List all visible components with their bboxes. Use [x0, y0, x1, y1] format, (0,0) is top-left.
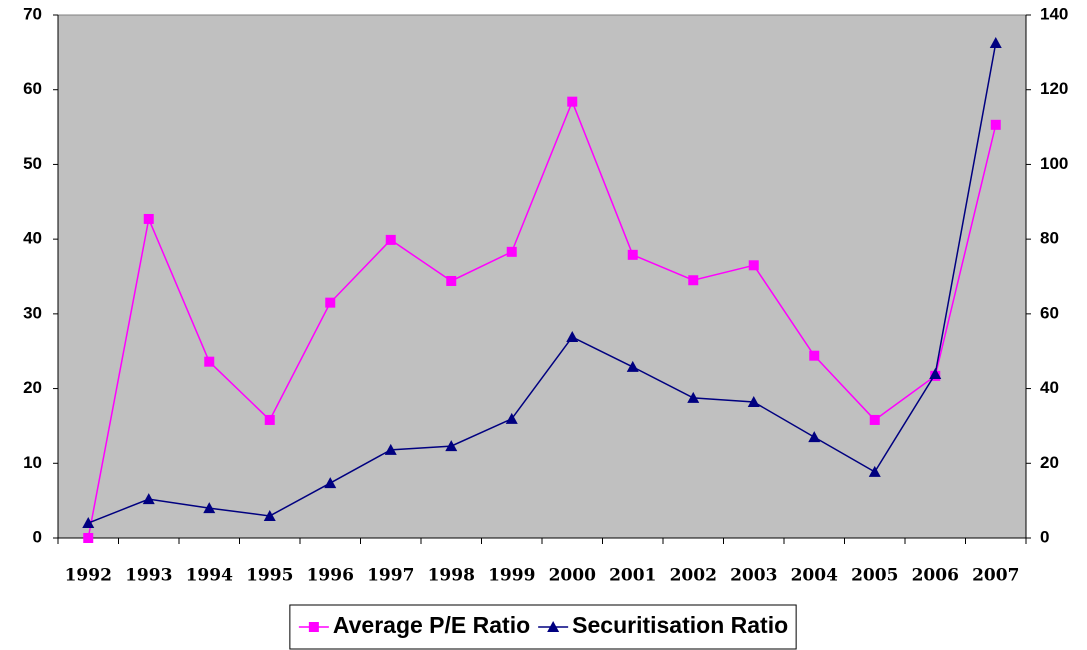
- legend-label: Securitisation Ratio: [572, 612, 788, 638]
- y2-tick-label: 0: [1040, 527, 1049, 546]
- plot-area: [57, 14, 1027, 539]
- point: [324, 477, 337, 489]
- x-tick-label: 2003: [730, 566, 777, 586]
- y2-tick-label: 40: [1040, 378, 1059, 397]
- point: [264, 414, 275, 425]
- x-tick-label: 2006: [912, 566, 959, 586]
- point: [445, 440, 458, 452]
- x-tick-label: 2001: [609, 566, 656, 586]
- y2-tick-label: 20: [1040, 453, 1059, 472]
- point: [384, 443, 397, 455]
- x-tick-label: 2005: [851, 566, 898, 586]
- point: [929, 368, 942, 380]
- point: [325, 297, 336, 308]
- point: [688, 275, 699, 286]
- point: [142, 493, 155, 505]
- point: [626, 360, 639, 372]
- point: [808, 431, 821, 443]
- point: [747, 396, 760, 408]
- point: [83, 533, 94, 543]
- legend-marker: [308, 622, 319, 632]
- point: [203, 502, 216, 514]
- point: [868, 465, 881, 477]
- x-tick-label: 1998: [428, 566, 475, 586]
- x-tick-label: 2000: [549, 566, 596, 586]
- point: [506, 246, 517, 257]
- point: [566, 331, 579, 343]
- point: [204, 356, 215, 367]
- point: [143, 213, 154, 224]
- y-tick-label: 30: [23, 303, 42, 322]
- point: [567, 96, 578, 107]
- x-tick-label: 2002: [670, 566, 717, 586]
- x-tick-label: 2004: [791, 566, 838, 586]
- point: [809, 350, 820, 361]
- y-tick-label: 70: [23, 4, 42, 23]
- point: [989, 37, 1002, 49]
- y-tick-label: 40: [23, 229, 42, 248]
- point: [385, 234, 396, 245]
- x-tick-label: 1999: [488, 566, 535, 586]
- x-tick-label: 1992: [65, 566, 112, 586]
- y-tick-label: 50: [23, 154, 42, 173]
- point: [990, 119, 1001, 130]
- point: [687, 391, 700, 403]
- y-tick-label: 20: [23, 378, 42, 397]
- x-tick-label: 1993: [125, 566, 172, 586]
- point: [82, 517, 95, 529]
- point: [263, 509, 276, 521]
- legend-marker: [547, 621, 560, 632]
- x-tick-label: 2007: [972, 566, 1019, 586]
- x-tick-label: 1994: [186, 566, 233, 586]
- legend-label: Average P/E Ratio: [333, 612, 530, 638]
- point: [505, 412, 518, 424]
- y-tick-label: 0: [33, 527, 42, 546]
- x-tick-label: 1995: [246, 566, 293, 586]
- series-line: [87, 42, 997, 524]
- x-tick-label: 1997: [367, 566, 414, 586]
- x-tick-label: 1996: [307, 566, 354, 586]
- y2-tick-label: 100: [1040, 154, 1068, 173]
- point: [869, 414, 880, 425]
- y2-tick-label: 140: [1040, 4, 1068, 23]
- y-tick-label: 10: [23, 453, 42, 472]
- y2-tick-label: 80: [1040, 229, 1059, 248]
- series-line: [87, 99, 997, 539]
- y2-tick-label: 120: [1040, 79, 1068, 98]
- y-tick-label: 60: [23, 79, 42, 98]
- point: [748, 260, 759, 271]
- point: [446, 275, 457, 286]
- y2-tick-label: 60: [1040, 303, 1059, 322]
- point: [627, 249, 638, 260]
